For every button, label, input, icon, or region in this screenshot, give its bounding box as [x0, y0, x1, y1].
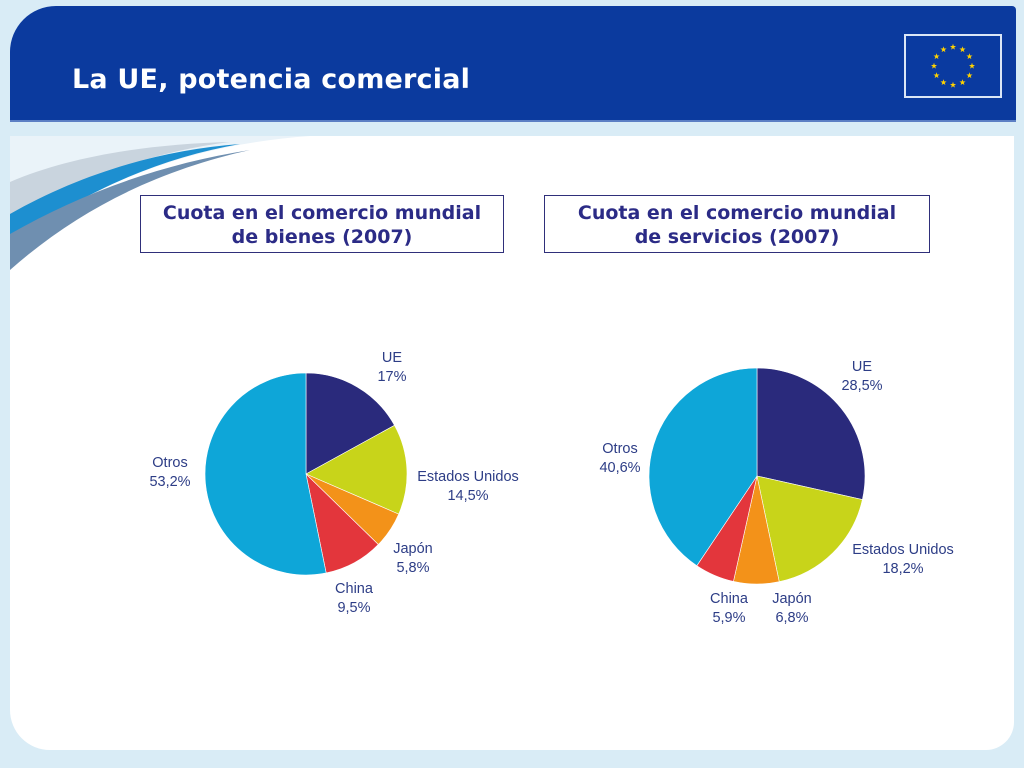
flag-star-icon — [933, 53, 940, 60]
flag-star-icon — [968, 62, 976, 69]
label-goods-japon: Japón 5,8% — [393, 540, 433, 578]
label-goods-china: China 9,5% — [335, 580, 373, 618]
slide-title: La UE, potencia comercial — [72, 64, 471, 95]
label-goods-ue-name: UE — [381, 350, 403, 366]
label-goods-japon-value: 5,8% — [396, 560, 430, 576]
pie-chart-goods — [204, 372, 408, 576]
flag-star-icon — [940, 79, 947, 86]
label-services-china-value: 5,9% — [712, 610, 746, 626]
chart-title-goods-line1: Cuota en el comercio mundial — [162, 202, 482, 224]
pie-slice-services-ue — [756, 367, 866, 500]
flag-star-icon — [949, 43, 957, 50]
label-goods-otros: Otros 53,2% — [149, 454, 190, 492]
decorative-swoosh — [10, 136, 310, 270]
label-services-japon-name: Japón — [772, 591, 812, 607]
label-goods-usa-name: Estados Unidos — [417, 469, 519, 485]
pie-slice-services-estados-unidos — [756, 475, 863, 583]
slide-header: La UE, potencia comercial — [10, 6, 1016, 120]
pie-slice-goods-estados-unidos — [305, 424, 408, 515]
label-services-ue: UE 28,5% — [841, 358, 882, 396]
label-services-otros-value: 40,6% — [599, 460, 641, 476]
chart-title-goods: Cuota en el comercio mundial de bienes (… — [140, 195, 504, 253]
label-goods-usa: Estados Unidos 14,5% — [417, 468, 519, 506]
slide-body: Cuota en el comercio mundial de bienes (… — [10, 136, 1014, 750]
eu-flag-icon — [904, 34, 1002, 98]
label-goods-otros-name: Otros — [152, 455, 188, 471]
eu-flag-stars — [930, 43, 976, 88]
pie-slice-goods-ue — [305, 372, 395, 475]
label-goods-ue-value: 17% — [377, 369, 407, 385]
label-services-japon: Japón 6,8% — [772, 590, 812, 628]
chart-title-goods-line2: de bienes (2007) — [231, 226, 413, 248]
label-services-ue-name: UE — [851, 359, 873, 375]
flag-star-icon — [959, 79, 966, 86]
label-services-usa: Estados Unidos 18,2% — [852, 541, 954, 579]
chart-title-services-line1: Cuota en el comercio mundial — [577, 202, 897, 224]
chart-title-services: Cuota en el comercio mundial de servicio… — [544, 195, 930, 253]
label-services-usa-value: 18,2% — [882, 561, 924, 577]
label-services-china: China 5,9% — [710, 590, 748, 628]
label-goods-japon-name: Japón — [393, 541, 433, 557]
pie-chart-services — [648, 367, 866, 585]
label-goods-china-value: 9,5% — [337, 600, 371, 616]
flag-star-icon — [940, 46, 947, 53]
label-services-otros-name: Otros — [602, 441, 638, 457]
label-goods-ue: UE 17% — [377, 349, 406, 387]
label-services-ue-value: 28,5% — [841, 378, 883, 394]
label-goods-china-name: China — [335, 581, 373, 597]
flag-star-icon — [930, 62, 938, 69]
label-goods-otros-value: 53,2% — [149, 474, 191, 490]
flag-star-icon — [966, 72, 973, 79]
chart-title-services-line2: de servicios (2007) — [634, 226, 840, 248]
flag-star-icon — [959, 46, 966, 53]
pie-slice-services-otros — [648, 367, 758, 567]
flag-star-icon — [966, 53, 973, 60]
label-services-japon-value: 6,8% — [775, 610, 809, 626]
pie-slice-goods-otros — [204, 372, 327, 576]
flag-star-icon — [933, 72, 940, 79]
label-services-otros: Otros 40,6% — [599, 440, 640, 478]
label-goods-usa-value: 14,5% — [447, 488, 489, 504]
label-services-china-name: China — [710, 591, 748, 607]
flag-star-icon — [949, 81, 957, 88]
label-services-usa-name: Estados Unidos — [852, 542, 954, 558]
